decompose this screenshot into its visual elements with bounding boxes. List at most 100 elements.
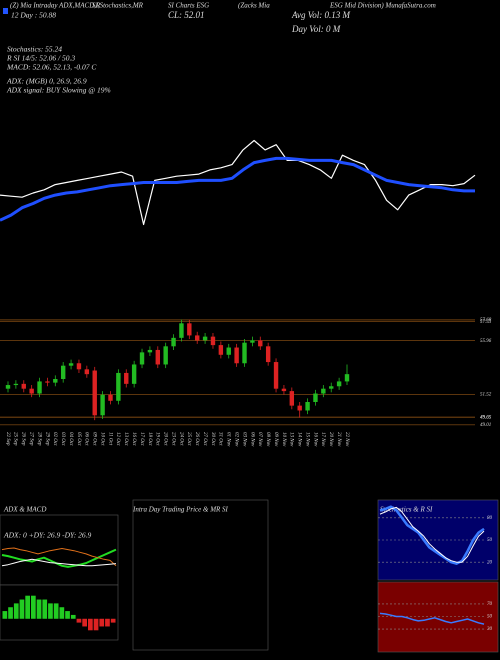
candle-body [13, 383, 19, 386]
candle-body [116, 372, 121, 401]
x-tick-label: 26 Oct [194, 432, 199, 446]
series-line [379, 505, 485, 565]
bar [8, 607, 13, 619]
x-tick-label: 11 Oct [107, 432, 112, 446]
candle-body [131, 364, 137, 384]
bar [48, 603, 53, 619]
x-tick-label: 13 Nov [289, 432, 294, 447]
candle-body [84, 369, 90, 375]
bar [31, 595, 36, 619]
x-tick-label: 01 Nov [226, 432, 231, 447]
y-tick-label: 49.65 [480, 415, 492, 420]
panel [132, 499, 269, 651]
panel-subtitle: ADX: 0 +DY: 26.9 -DY: 26.9 [3, 531, 91, 540]
candle-body [265, 346, 271, 363]
candle-body [147, 349, 153, 353]
x-tick-label: 03 Nov [241, 432, 246, 447]
x-tick-label: 16 Nov [312, 432, 317, 447]
candle-body [297, 405, 302, 411]
series-line [1, 548, 117, 568]
indicator-text: R SI 14/5: 52.06 / 50.3 [6, 54, 75, 63]
bar [59, 607, 65, 619]
x-tick-label: 05 Oct [76, 432, 81, 446]
x-tick-label: 23 Oct [170, 432, 175, 446]
indicator-text: ADX: (MGB) 0, 26.9, 26.9 [6, 77, 87, 86]
y-tick-label: 30 [487, 627, 493, 632]
bar [99, 618, 105, 627]
x-tick-label: 17 Nov [320, 432, 325, 447]
candle-body [344, 374, 350, 382]
bar [42, 599, 48, 619]
x-tick-label: 02 Oct [52, 432, 57, 446]
x-tick-label: 06 Oct [84, 432, 89, 446]
candle-body [76, 363, 82, 370]
y-tick-label: 80 [487, 516, 493, 521]
x-tick-label: 21 Nov [336, 432, 341, 447]
bar [19, 599, 25, 619]
header-text: SI Charts ESG [168, 2, 209, 10]
panel [0, 514, 119, 586]
candle-body [53, 379, 58, 383]
x-tick-label: 26 Sep [21, 432, 26, 446]
series-line [1, 547, 117, 567]
y-tick-label: 49.01 [480, 423, 491, 428]
y-tick-label: 50 [487, 538, 493, 543]
candle-body [92, 370, 97, 416]
x-tick-label: 08 Nov [265, 432, 270, 447]
x-tick-label: 31 Oct [218, 432, 223, 446]
bar [88, 618, 93, 631]
x-tick-label: 09 Nov [273, 432, 278, 447]
x-tick-label: 27 Oct [202, 432, 207, 446]
candle-body [202, 336, 208, 341]
bar [65, 611, 70, 619]
bar [25, 595, 30, 619]
candle-body [171, 337, 176, 347]
x-tick-label: 16 Oct [131, 432, 136, 446]
x-tick-label: 06 Nov [249, 432, 254, 447]
candle-body [250, 340, 255, 343]
bar [110, 618, 116, 623]
y-tick-label: 70 [487, 602, 493, 607]
x-tick-label: 09 Oct [92, 432, 97, 446]
series-line [379, 506, 485, 563]
x-tick-label: 10 Oct [99, 432, 104, 446]
x-tick-label: 19 Oct [155, 432, 160, 446]
bar [70, 614, 76, 619]
bar [76, 618, 82, 623]
x-tick-label: 17 Oct [139, 432, 144, 446]
candle-body [226, 347, 231, 355]
bar [2, 611, 8, 619]
bar [13, 603, 19, 619]
x-tick-label: 12 Oct [115, 432, 120, 446]
bar [93, 618, 99, 631]
x-tick-label: 24 Oct [178, 432, 183, 446]
x-tick-label: 28 Sep [36, 432, 41, 446]
legend-swatch [3, 8, 8, 14]
header-text: (Zacks Mia [238, 2, 270, 10]
candle-body [29, 388, 34, 394]
y-tick-label: 51.52 [480, 393, 492, 398]
candle-body [321, 388, 326, 394]
y-tick-label: 57.68 [480, 318, 492, 323]
x-tick-label: 27 Sep [29, 432, 34, 446]
x-tick-label: 07 Nov [257, 432, 262, 447]
x-tick-label: 15 Nov [304, 432, 309, 447]
candle-body [218, 345, 224, 355]
x-tick-label: 25 Sep [13, 432, 18, 446]
y-tick-label: 50 [487, 615, 493, 620]
x-tick-label: 20 Oct [163, 432, 168, 446]
panel-title: Intra Day Trading Price & MR SI [132, 506, 229, 514]
candle-body [5, 385, 11, 389]
candle-body [210, 336, 216, 346]
bar [105, 618, 110, 627]
bar [82, 618, 87, 627]
x-tick-label: 25 Oct [186, 432, 191, 446]
candle-body [155, 349, 160, 365]
indicator-text: MACD: 52.06, 52.13, -0.07 C [6, 63, 97, 72]
y-tick-label: 49.65 [480, 415, 492, 420]
candle-body [100, 394, 105, 416]
candle-body [242, 342, 247, 364]
x-tick-label: 04 Oct [68, 432, 73, 446]
y-tick-label: 55.96 [480, 339, 492, 344]
candle-body [305, 402, 310, 411]
